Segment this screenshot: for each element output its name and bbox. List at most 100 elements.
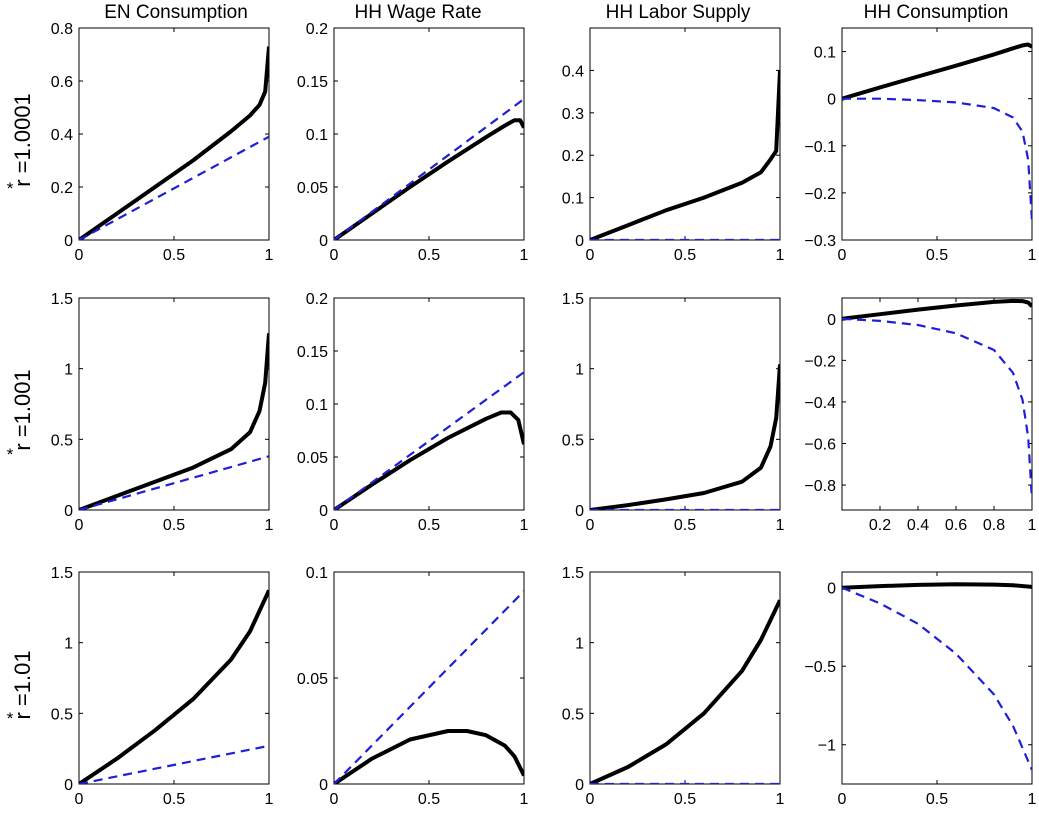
solid-series-line xyxy=(590,599,780,784)
solid-series-line xyxy=(79,333,269,510)
x-tick-label: 0 xyxy=(586,517,595,534)
x-tick-label: 0 xyxy=(838,791,847,808)
subplot: 0 0.5 1 0 0.1 0.2 0.3 0.4 xyxy=(562,27,785,264)
subplot: 0 0.5 1 −1 −0.5 0 xyxy=(804,571,1037,808)
y-tick-label: −0.8 xyxy=(804,478,836,495)
x-tick-label: 0 xyxy=(838,247,847,264)
y-tick-label: 0.6 xyxy=(51,74,73,91)
dashed-series-line xyxy=(334,98,524,240)
column-title: HH Labor Supply xyxy=(606,2,751,23)
x-tick-label: 0.4 xyxy=(907,517,929,534)
axes-box xyxy=(78,27,270,241)
y-tick-label: 1 xyxy=(64,362,73,379)
column-title: HH Consumption xyxy=(864,2,1009,23)
x-tick-label: 0.5 xyxy=(418,791,440,808)
dashed-series-line xyxy=(334,371,524,510)
solid-series-line xyxy=(842,42,1032,101)
x-tick-label: 1 xyxy=(1028,247,1037,264)
dashed-series-line xyxy=(842,97,1032,222)
y-tick-label: 0.15 xyxy=(297,344,328,361)
axes-box xyxy=(78,571,270,785)
y-tick-label: 0.2 xyxy=(306,21,328,38)
y-tick-label: −0.1 xyxy=(804,139,836,156)
solid-series-line xyxy=(334,118,524,240)
solid-series-line xyxy=(590,70,780,240)
x-tick-label: 1 xyxy=(520,791,529,808)
axes-box xyxy=(589,571,781,785)
y-tick-label: −0.4 xyxy=(804,395,836,412)
y-tick-label: 0.5 xyxy=(562,432,584,449)
y-tick-label: 0.4 xyxy=(51,127,73,144)
axes-box xyxy=(333,297,525,511)
axes-box xyxy=(589,297,781,511)
x-tick-label: 1 xyxy=(265,517,274,534)
x-tick-label: 1 xyxy=(265,791,274,808)
dashed-series-line xyxy=(842,317,1032,500)
y-tick-label: 1.5 xyxy=(51,291,73,308)
x-tick-label: 0 xyxy=(586,247,595,264)
x-tick-label: 1 xyxy=(520,517,529,534)
y-tick-label: 0.05 xyxy=(297,180,328,197)
y-tick-label: 1 xyxy=(575,362,584,379)
axes-box xyxy=(589,27,781,241)
subplot: 0 0.5 1 0 0.05 0.1 xyxy=(297,565,529,808)
y-tick-label: 0 xyxy=(827,92,836,109)
y-tick-label: 0 xyxy=(319,503,328,520)
row-label: r =1.001 xyxy=(10,369,35,450)
x-tick-label: 0 xyxy=(586,791,595,808)
axes-box xyxy=(841,571,1033,785)
x-tick-label: 0 xyxy=(330,517,339,534)
x-tick-label: 0.5 xyxy=(163,517,185,534)
y-tick-label: 0 xyxy=(64,777,73,794)
solid-series-line xyxy=(590,364,780,510)
axes-box xyxy=(78,297,270,511)
row-label-superscript: * xyxy=(7,445,14,464)
y-tick-label: 0.05 xyxy=(297,671,328,688)
row-label: r =1.0001 xyxy=(10,93,35,187)
x-tick-label: 1 xyxy=(520,247,529,264)
subplot: 0 0.5 1 0 0.5 1 1.5 xyxy=(562,565,785,808)
x-tick-label: 0.5 xyxy=(418,517,440,534)
x-tick-label: 1 xyxy=(265,247,274,264)
axes-box xyxy=(333,27,525,241)
x-tick-label: 1 xyxy=(776,517,785,534)
row-labels: r =1.0001 * r =1.001 * r =1.01 * xyxy=(7,93,35,728)
y-tick-label: 0.1 xyxy=(562,191,584,208)
y-tick-label: 0.1 xyxy=(306,565,328,582)
y-tick-label: −0.3 xyxy=(804,233,836,250)
solid-series-line xyxy=(79,589,269,784)
y-tick-label: 0 xyxy=(575,503,584,520)
y-tick-label: 1 xyxy=(575,636,584,653)
axes-box xyxy=(841,297,1033,511)
dashed-series-line xyxy=(79,135,269,240)
y-tick-label: 0.15 xyxy=(297,74,328,91)
x-tick-label: 0 xyxy=(330,791,339,808)
y-tick-label: 1.5 xyxy=(562,565,584,582)
x-tick-label: 0.6 xyxy=(945,517,967,534)
dashed-series-line xyxy=(79,455,269,510)
y-tick-label: 1.5 xyxy=(51,565,73,582)
x-tick-label: 0 xyxy=(75,517,84,534)
dashed-series-line xyxy=(334,590,524,784)
column-title: HH Wage Rate xyxy=(354,2,481,23)
solid-series-line xyxy=(79,46,269,240)
y-tick-label: 0 xyxy=(64,503,73,520)
y-tick-label: 0 xyxy=(319,777,328,794)
y-tick-label: 0.05 xyxy=(297,450,328,467)
y-tick-label: −1 xyxy=(818,738,836,755)
y-tick-label: 0.5 xyxy=(562,706,584,723)
subplot: 0 0.5 1 0 0.5 1 1.5 xyxy=(562,291,785,534)
x-tick-label: 0.5 xyxy=(926,791,948,808)
x-tick-label: 0 xyxy=(75,247,84,264)
subplot: 0 0.5 1 0 0.2 0.4 0.6 0.8 xyxy=(51,21,274,264)
y-tick-label: 0.3 xyxy=(562,106,584,123)
solid-series-line xyxy=(842,298,1032,321)
subplot: 0 0.5 1 0 0.05 0.1 0.15 0.2 xyxy=(297,21,529,264)
y-tick-label: 0.5 xyxy=(51,432,73,449)
x-tick-label: 1 xyxy=(1028,517,1037,534)
y-tick-label: 0.1 xyxy=(306,397,328,414)
x-tick-label: 0.5 xyxy=(674,247,696,264)
x-tick-label: 0.8 xyxy=(983,517,1005,534)
dashed-series-line xyxy=(79,744,269,784)
